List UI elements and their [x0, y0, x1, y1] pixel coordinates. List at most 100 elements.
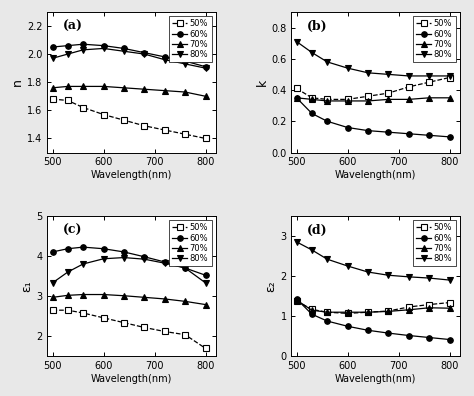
50%	[385, 91, 391, 95]
70%	[385, 309, 391, 314]
50%	[162, 128, 167, 132]
60%	[385, 331, 391, 335]
70%	[365, 310, 371, 314]
50%	[324, 310, 330, 314]
50%	[294, 86, 300, 91]
60%	[182, 59, 188, 63]
50%	[345, 311, 350, 316]
80%	[50, 280, 55, 285]
60%	[365, 328, 371, 333]
50%	[80, 310, 86, 315]
50%	[65, 98, 71, 103]
60%	[294, 297, 300, 301]
50%	[182, 132, 188, 137]
70%	[182, 89, 188, 94]
50%	[365, 94, 371, 99]
60%	[80, 245, 86, 249]
80%	[294, 39, 300, 44]
80%	[100, 46, 106, 51]
50%	[426, 80, 432, 85]
Line: 50%: 50%	[50, 96, 208, 141]
60%	[406, 333, 411, 338]
Text: (a): (a)	[63, 20, 82, 33]
50%	[182, 332, 188, 337]
Line: 60%: 60%	[50, 42, 208, 70]
60%	[121, 46, 127, 51]
60%	[406, 131, 411, 136]
80%	[324, 257, 330, 261]
60%	[365, 128, 371, 133]
70%	[365, 99, 371, 103]
50%	[80, 105, 86, 110]
50%	[406, 84, 411, 89]
80%	[182, 61, 188, 66]
70%	[100, 292, 106, 297]
70%	[65, 293, 71, 298]
70%	[203, 302, 209, 307]
X-axis label: Wavelength(nm): Wavelength(nm)	[91, 170, 172, 180]
Legend: 50%, 60%, 70%, 80%: 50%, 60%, 70%, 80%	[169, 16, 211, 63]
60%	[447, 135, 452, 139]
Line: 50%: 50%	[50, 307, 208, 351]
80%	[80, 48, 86, 52]
70%	[345, 310, 350, 314]
Line: 60%: 60%	[294, 95, 452, 140]
70%	[345, 99, 350, 103]
Line: 60%: 60%	[50, 244, 208, 278]
80%	[385, 72, 391, 77]
80%	[406, 274, 411, 279]
70%	[100, 84, 106, 89]
Y-axis label: n: n	[11, 78, 24, 86]
50%	[447, 75, 452, 80]
70%	[182, 299, 188, 304]
50%	[65, 308, 71, 312]
80%	[50, 56, 55, 61]
80%	[345, 264, 350, 268]
Line: 70%: 70%	[294, 95, 452, 104]
50%	[447, 300, 452, 305]
80%	[182, 266, 188, 270]
80%	[365, 270, 371, 274]
60%	[324, 319, 330, 324]
60%	[426, 335, 432, 340]
50%	[203, 346, 209, 351]
60%	[426, 133, 432, 138]
60%	[65, 246, 71, 251]
80%	[406, 74, 411, 78]
80%	[162, 261, 167, 266]
70%	[121, 293, 127, 298]
Line: 80%: 80%	[50, 255, 208, 286]
70%	[50, 86, 55, 90]
Line: 50%: 50%	[294, 298, 452, 316]
Line: 80%: 80%	[294, 39, 452, 79]
50%	[100, 112, 106, 117]
80%	[141, 257, 147, 261]
Legend: 50%, 60%, 70%, 80%: 50%, 60%, 70%, 80%	[169, 220, 211, 267]
80%	[203, 66, 209, 70]
Line: 60%: 60%	[294, 296, 452, 342]
80%	[309, 248, 315, 252]
70%	[324, 99, 330, 103]
70%	[406, 307, 411, 312]
80%	[345, 66, 350, 70]
50%	[162, 329, 167, 334]
50%	[141, 325, 147, 330]
80%	[121, 49, 127, 53]
60%	[141, 254, 147, 259]
50%	[309, 307, 315, 312]
60%	[50, 249, 55, 254]
60%	[182, 266, 188, 270]
80%	[100, 256, 106, 261]
80%	[324, 59, 330, 64]
70%	[65, 84, 71, 89]
70%	[406, 97, 411, 102]
70%	[426, 305, 432, 310]
70%	[141, 87, 147, 91]
60%	[80, 42, 86, 47]
60%	[162, 260, 167, 265]
50%	[324, 97, 330, 102]
50%	[100, 316, 106, 320]
70%	[324, 310, 330, 314]
80%	[65, 270, 71, 274]
80%	[121, 255, 127, 260]
